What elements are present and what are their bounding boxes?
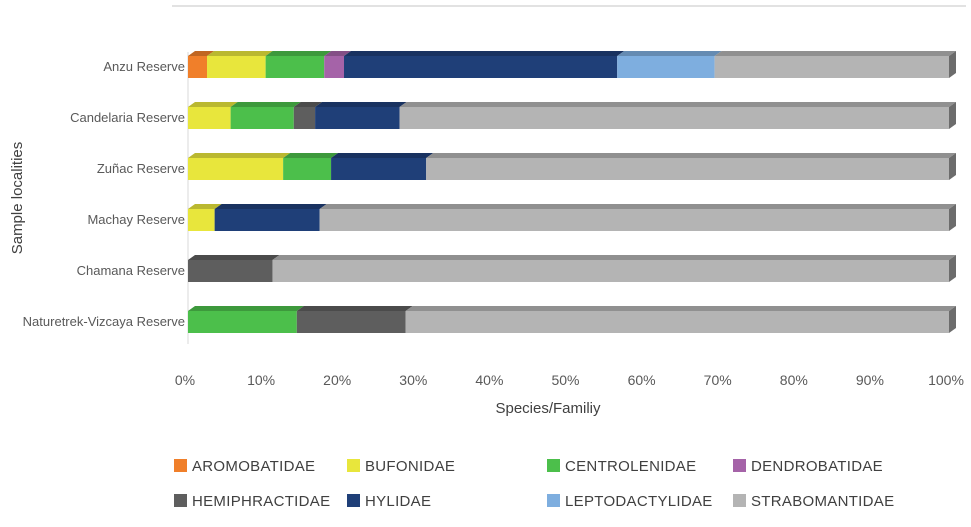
legend-swatch	[347, 494, 360, 507]
bar-side-face	[949, 255, 956, 282]
x-tick-label: 100%	[928, 372, 964, 388]
y-axis-title: Sample localities	[9, 142, 26, 255]
bar-side-face	[949, 51, 956, 78]
x-tick-label: 30%	[399, 372, 427, 388]
bar-side-face	[949, 306, 956, 333]
bar-segment-top	[426, 153, 956, 158]
legend-label: DENDROBATIDAE	[751, 458, 883, 475]
bar-segment-top	[344, 51, 625, 56]
bar-segment-top	[405, 306, 956, 311]
legend: AROMOBATIDAE BUFONIDAE CENTROLENIDAE DENDRO…	[174, 458, 894, 510]
legend-label: STRABOMANTIDAE	[751, 493, 894, 510]
bar-segment	[230, 107, 294, 129]
bar-segment	[188, 107, 231, 129]
bar-segment-top	[293, 102, 323, 107]
x-tick-label: 10%	[247, 372, 275, 388]
bar-segment-top	[207, 51, 273, 56]
bar-segment	[188, 209, 215, 231]
bar-segment-top	[319, 204, 956, 209]
bar-segment	[331, 158, 427, 180]
bar-side-face	[949, 102, 956, 129]
bar-segment-top	[188, 255, 280, 260]
legend-swatch	[733, 494, 746, 507]
x-tick-labels: 0% 10% 20% 30% 40% 50% 60% 70% 80% 90% 100%	[175, 372, 964, 388]
bar-segment-top	[188, 153, 291, 158]
bar-segment	[188, 311, 297, 333]
y-tick-labels: Anzu Reserve Candelaria Reserve Zuñac Rese…	[23, 59, 185, 329]
legend-swatch	[547, 459, 560, 472]
bar-segment	[344, 56, 618, 78]
y-tick-label: Anzu Reserve	[103, 59, 185, 74]
legend-label: HYLIDAE	[365, 493, 431, 510]
bar-segment	[426, 158, 949, 180]
bar-segment-top	[324, 51, 352, 56]
y-tick-label: Zuñac Reserve	[97, 161, 185, 176]
bar-segment-top	[188, 102, 238, 107]
bar-segment	[214, 209, 320, 231]
bar-segment-top	[331, 153, 434, 158]
bar-side-face	[949, 204, 956, 231]
bar-segment-top	[283, 153, 339, 158]
bar-segment	[272, 260, 949, 282]
y-tick-label: Candelaria Reserve	[70, 110, 185, 125]
y-tick-label: Naturetrek-Vizcaya Reserve	[23, 314, 185, 329]
bar-segment	[207, 56, 266, 78]
bar-segment-top	[188, 51, 215, 56]
legend-swatch	[174, 459, 187, 472]
x-tick-label: 40%	[475, 372, 503, 388]
x-tick-label: 80%	[780, 372, 808, 388]
bar-segment	[283, 158, 332, 180]
bar-segment	[188, 56, 208, 78]
bar-segment	[399, 107, 950, 129]
bar-segment-top	[315, 102, 407, 107]
legend-label: HEMIPHRACTIDAE	[192, 493, 330, 510]
bar-segment-top	[272, 255, 956, 260]
legend-label: CENTROLENIDAE	[565, 458, 696, 475]
legend-swatch	[174, 494, 187, 507]
legend-swatch	[547, 494, 560, 507]
bar-segment-top	[188, 306, 304, 311]
bar-segment	[315, 107, 400, 129]
legend-label: LEPTODACTYLIDAE	[565, 493, 713, 510]
bar-segment	[296, 311, 406, 333]
bar-segment	[324, 56, 345, 78]
bar-segment-top	[617, 51, 722, 56]
bar-segment-top	[188, 204, 222, 209]
bar-side-face	[949, 153, 956, 180]
bar-segment-top	[399, 102, 957, 107]
y-tick-label: Chamana Reserve	[77, 263, 185, 278]
x-tick-label: 60%	[628, 372, 656, 388]
y-tick-label: Machay Reserve	[87, 212, 185, 227]
legend-swatch	[347, 459, 360, 472]
bar-segment-top	[230, 102, 301, 107]
bars-group	[188, 51, 957, 333]
bar-segment-top	[714, 51, 956, 56]
x-tick-label: 20%	[323, 372, 351, 388]
bar-segment	[293, 107, 316, 129]
bar-segment	[188, 158, 284, 180]
x-tick-label: 90%	[856, 372, 884, 388]
bar-segment	[319, 209, 949, 231]
x-tick-label: 70%	[704, 372, 732, 388]
legend-label: BUFONIDAE	[365, 458, 455, 475]
bar-segment-top	[265, 51, 332, 56]
legend-label: AROMOBATIDAE	[192, 458, 315, 475]
bar-segment	[617, 56, 715, 78]
bar-segment	[714, 56, 949, 78]
bar-segment	[405, 311, 949, 333]
x-tick-label: 0%	[175, 372, 195, 388]
bar-segment-top	[296, 306, 413, 311]
bar-segment	[265, 56, 325, 78]
x-tick-label: 50%	[551, 372, 579, 388]
bar-segment-top	[214, 204, 327, 209]
x-axis-title: Species/Familiy	[495, 400, 601, 417]
bar-segment	[188, 260, 273, 282]
legend-swatch	[733, 459, 746, 472]
